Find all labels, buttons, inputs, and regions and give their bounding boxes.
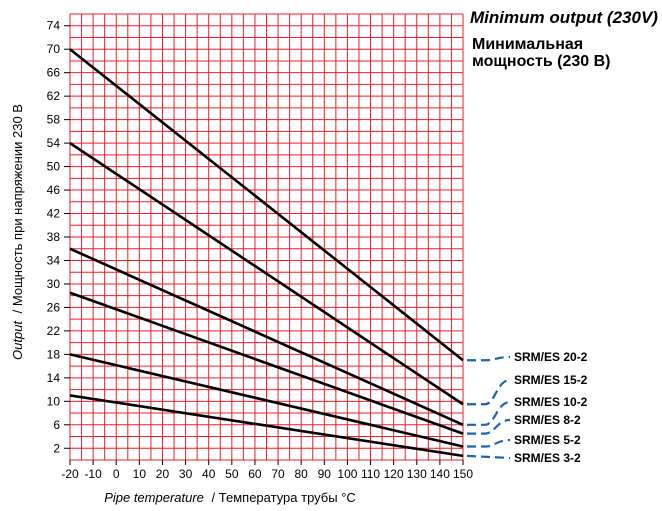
series-line <box>69 353 464 448</box>
legend-leader <box>467 355 511 362</box>
y-tick-label: 22 <box>47 324 61 338</box>
legend-label: SRM/ES 5-2 <box>514 433 581 447</box>
series-line <box>69 394 464 458</box>
x-tick-label: 80 <box>294 467 308 481</box>
y-tick-label: 54 <box>47 136 61 150</box>
legend: SRM/ES 20-2 SRM/ES 15-2 SRM/ES 10-2 SRM/ES … <box>466 350 588 465</box>
x-tick-label: 30 <box>179 467 193 481</box>
y-tick-label: 50 <box>47 160 61 174</box>
legend-label: SRM/ES 8-2 <box>514 413 581 427</box>
y-tick-label: 74 <box>47 19 61 33</box>
legend-label: SRM/ES 3-2 <box>514 451 581 465</box>
y-tick-label: 62 <box>47 89 61 103</box>
y-tick-label: 30 <box>47 277 61 291</box>
legend-leader <box>466 454 511 460</box>
y-tick-label: 38 <box>47 230 61 244</box>
x-tick-label: 90 <box>318 467 332 481</box>
x-tick-label: 100 <box>337 467 357 481</box>
chart-subtitle: Минимальная мощность (230 В) <box>472 36 611 70</box>
chart-title: Minimum output (230V) <box>470 8 658 27</box>
x-tick-label: 140 <box>430 467 450 481</box>
y-tick-label: 34 <box>47 253 61 267</box>
x-tick-label: 130 <box>407 467 427 481</box>
grid <box>69 13 464 461</box>
y-tick-label: 26 <box>47 300 61 314</box>
x-tick-label: 50 <box>225 467 239 481</box>
y-tick-label: 6 <box>53 418 60 432</box>
x-tick-label: 20 <box>156 467 170 481</box>
x-tick-label: 10 <box>133 467 147 481</box>
x-tick-label: 150 <box>453 467 473 481</box>
legend-leader <box>467 418 511 435</box>
x-tick-label: 70 <box>271 467 285 481</box>
y-tick-label: 10 <box>47 394 61 408</box>
legend-leader <box>467 378 511 406</box>
legend-label: SRM/ES 10-2 <box>514 395 588 409</box>
y-tick-label: 70 <box>47 42 61 56</box>
y-tick-label: 58 <box>47 113 61 127</box>
series-lines <box>69 48 464 458</box>
x-tick-label: 0 <box>113 467 120 481</box>
y-tick-label: 46 <box>47 183 61 197</box>
x-tick-label: -20 <box>61 467 79 481</box>
y-tick-label: 14 <box>47 371 61 385</box>
x-axis-label: Pipe temperature / Температура трубы °C <box>104 490 356 505</box>
y-axis-label: Output / Мощность при напряжении 230 В <box>10 104 25 360</box>
legend-label: SRM/ES 20-2 <box>514 350 588 364</box>
x-tick-label: 60 <box>248 467 262 481</box>
series-line <box>69 291 464 435</box>
series-line <box>69 142 464 406</box>
x-tick-label: -10 <box>84 467 102 481</box>
legend-leader <box>467 438 511 448</box>
y-tick-label: 2 <box>53 441 60 455</box>
series-line <box>69 48 464 362</box>
x-tick-label: 120 <box>384 467 404 481</box>
x-tick-label: 40 <box>202 467 216 481</box>
legend-leader <box>467 400 511 426</box>
series-line <box>69 247 464 426</box>
y-tick-label: 66 <box>47 66 61 80</box>
legend-label: SRM/ES 15-2 <box>514 373 588 387</box>
x-tick-label: 110 <box>361 467 380 481</box>
axes: 261014182226303438424650545862667074-20-… <box>47 19 474 481</box>
y-tick-label: 42 <box>47 207 61 221</box>
y-tick-label: 18 <box>47 347 61 361</box>
